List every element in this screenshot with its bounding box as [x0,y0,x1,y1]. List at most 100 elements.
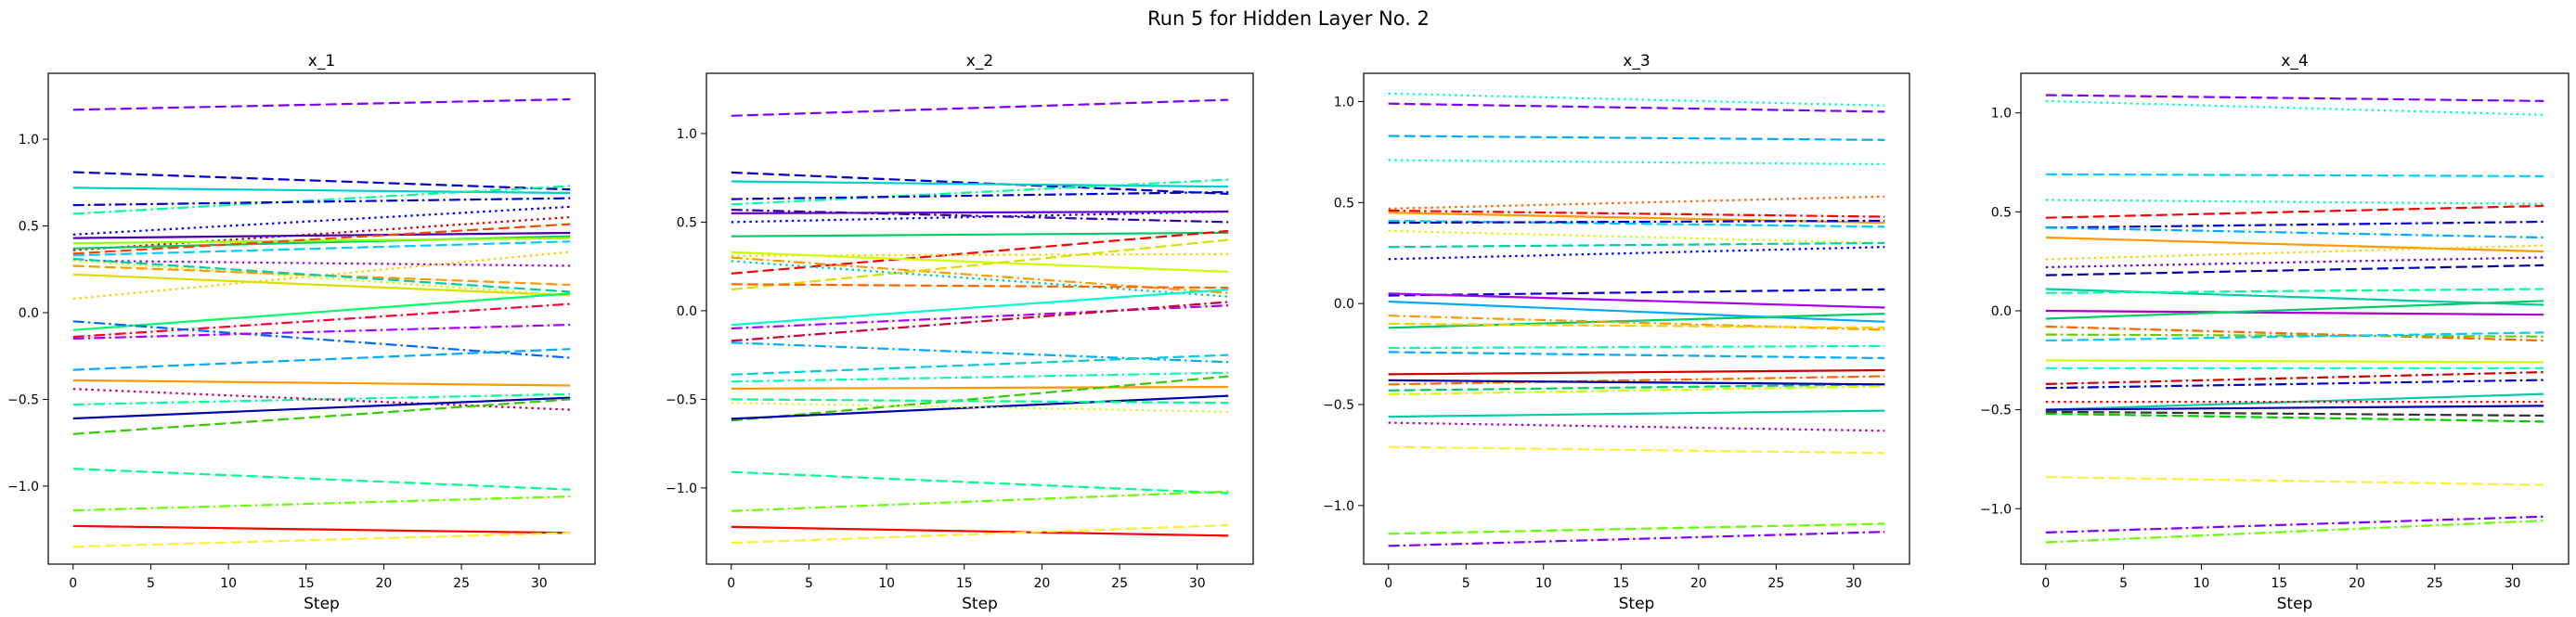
y-tick-label: 1.0 [19,133,39,148]
series-line-17 [72,273,571,297]
y-tick-label: −1.0 [7,480,39,495]
series-line-19 [731,288,1229,327]
series-line-1 [1388,92,1885,107]
series-line-26 [1388,409,1885,418]
series-line-4 [1388,159,1885,166]
series-line-15 [731,260,1229,298]
series-line-13 [1388,288,1885,297]
series-line-26 [731,398,1229,405]
series-line-4 [2045,199,2544,205]
series-line-3 [72,186,571,195]
series-line-12 [731,251,1229,273]
series-line-19 [2045,359,2544,364]
x-tick-label: 20 [1034,576,1051,591]
x-tick-label: 0 [2041,576,2050,591]
series-line-23 [1388,383,1885,392]
series-line-19 [1388,344,1885,350]
x-tick-label: 0 [1384,576,1392,591]
x-tick-label: 30 [1189,576,1206,591]
y-tick-label: −1.0 [666,482,697,496]
x-tick-label: 5 [805,576,813,591]
y-tick-label: −1.0 [1980,502,2012,517]
series-line-14 [731,238,1229,291]
series-line-29 [72,468,571,491]
series-line-3 [731,180,1229,188]
x-axis-label: Step [304,595,340,613]
series-line-21 [731,353,1229,376]
x-tick-label: 0 [69,576,77,591]
series-line-27 [731,402,1229,413]
series-line-28 [2045,476,2544,486]
series-line-11 [72,240,571,257]
series-line-30 [731,525,1229,537]
series-line-10 [731,229,1229,275]
series-line-32 [72,532,571,548]
y-tick-label: 0.0 [19,306,39,321]
series-line-8 [72,259,571,267]
y-tick-label: −0.5 [666,392,697,407]
series-line-27 [72,396,571,420]
series-line-29 [1388,522,1885,535]
series-line-12 [1388,246,1885,261]
subplot-title: x_1 [308,52,335,71]
series-line-14 [72,251,571,301]
x-axis-label: Step [1619,595,1655,613]
x-tick-label: 25 [1111,576,1128,591]
series-line-6 [72,205,571,236]
x-tick-label: 10 [220,576,237,591]
x-tick-label: 15 [1612,576,1629,591]
x-axis-label: Step [2277,595,2313,613]
x-tick-label: 25 [2427,576,2443,591]
x-tick-label: 5 [147,576,155,591]
series-line-14 [2045,309,2544,316]
series-line-18 [72,257,571,293]
x-tick-label: 10 [1535,576,1552,591]
series-line-6 [731,210,1229,224]
series-line-28 [731,470,1229,495]
x-tick-label: 15 [956,576,973,591]
series-lines [731,98,1229,545]
y-tick-label: −0.5 [1323,398,1354,413]
series-line-15 [2045,300,2544,320]
x-tick-label: 15 [2271,576,2287,591]
series-line-12 [72,237,571,245]
series-line-3 [1388,135,1885,141]
series-line-16 [731,283,1229,289]
series-line-2 [1388,102,1885,113]
series-line-2 [2045,99,2544,116]
series-line-1 [731,98,1229,117]
series-line-20 [1388,351,1885,360]
series-line-1 [72,97,571,111]
y-tick-label: 1.0 [677,127,697,142]
series-line-28 [72,398,571,435]
x-tick-label: 30 [1845,576,1862,591]
axes-frame [1363,72,1910,565]
subplot-title: x_4 [2281,52,2308,71]
series-line-26 [72,388,571,411]
y-tick-label: 0.5 [19,219,39,234]
series-line-14 [1388,292,1885,309]
x-tick-label: 20 [2349,576,2365,591]
subplot-4: 0 5 10 15 20 25 30 −1.0 −0.5 0.0 0.5 1.0 x_4 Step [1980,52,2570,613]
series-line-18 [2045,331,2544,342]
y-tick-label: −0.5 [1980,404,2012,418]
series-line-15 [72,259,571,297]
series-line-5 [1388,195,1885,210]
series-line-5 [2045,204,2544,219]
subplot-title: x_3 [1623,52,1650,71]
series-line-30 [1388,531,1885,547]
x-tick-label: 5 [1462,576,1470,591]
y-tick-label: 0.0 [677,304,697,319]
y-tick-label: 0.0 [1334,297,1354,312]
axes-frame [705,72,1254,565]
series-lines [2045,94,2544,544]
series-line-31 [72,524,571,534]
x-tick-label: 30 [531,576,548,591]
x-tick-label: 20 [376,576,393,591]
x-tick-label: 10 [2194,576,2210,591]
series-line-9 [72,231,571,239]
series-line-23 [731,385,1229,390]
series-line-27 [1388,421,1885,432]
x-tick-label: 20 [1690,576,1707,591]
